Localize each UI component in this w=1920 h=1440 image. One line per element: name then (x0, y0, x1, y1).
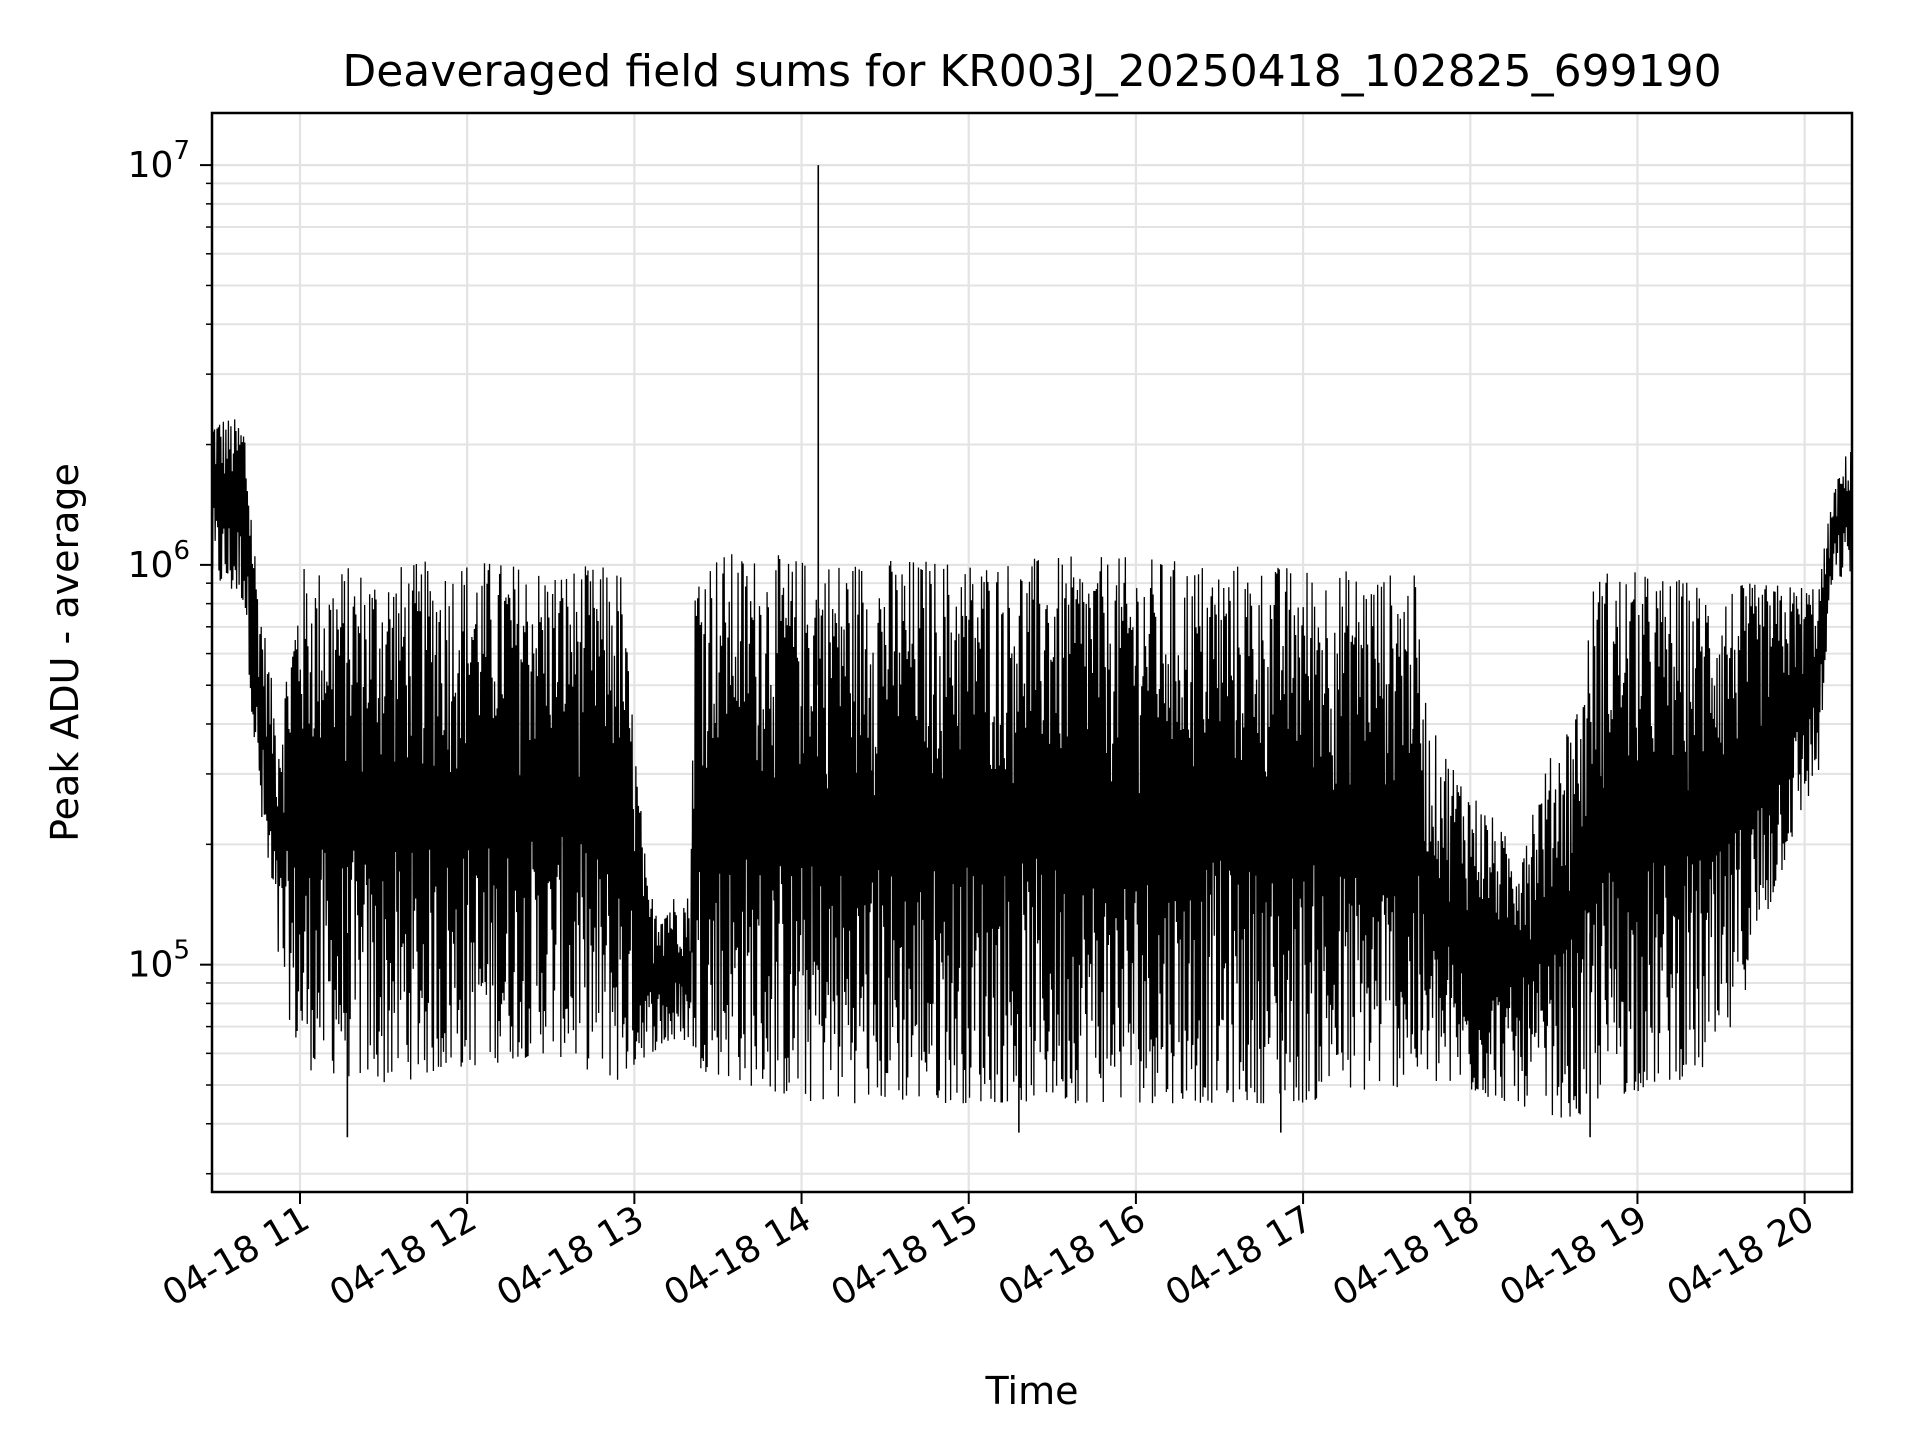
y-tick-label-base: 10 (128, 145, 174, 186)
y-tick-label-base: 10 (128, 945, 174, 986)
y-tick-label-exponent: 7 (173, 136, 190, 166)
y-tick-label-base: 10 (128, 545, 174, 586)
y-tick-label: 105 (128, 936, 190, 986)
y-tick-label: 106 (128, 536, 190, 586)
series-trace (211, 419, 1853, 1118)
y-tick-label: 107 (128, 136, 190, 186)
y-tick-label-exponent: 6 (173, 536, 190, 566)
plot-frame (210, 111, 1854, 1194)
y-axis-title: Peak ADU - average (43, 463, 87, 842)
y-tick-label-exponent: 5 (173, 936, 190, 966)
chart-title: Deaveraged field sums for KR003J_2025041… (342, 46, 1721, 97)
x-axis-title: Time (985, 1369, 1079, 1413)
series-line (211, 165, 1853, 1138)
